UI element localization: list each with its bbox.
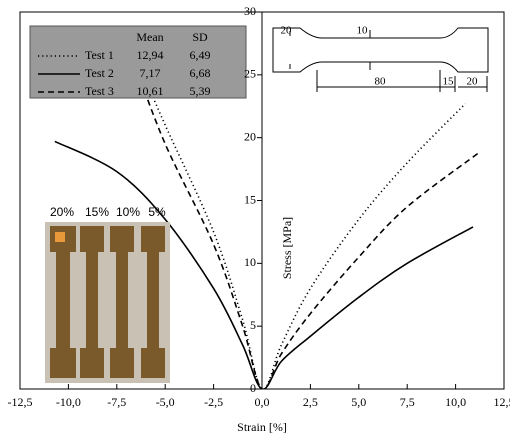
dimension: 80 <box>375 76 387 88</box>
legend-header: Mean <box>136 30 163 44</box>
y-tick-label: 30 <box>244 4 256 18</box>
dimension: 20 <box>281 25 293 37</box>
y-tick-label: 10 <box>244 255 256 269</box>
legend-header: SD <box>192 30 208 44</box>
x-tick-label: -12,5 <box>8 395 33 409</box>
photo-label: 10% <box>116 205 140 219</box>
legend-box <box>29 25 247 99</box>
x-tick-label: -2,5 <box>204 395 223 409</box>
x-axis-label: Strain [%] <box>237 420 287 434</box>
dimension: 10 <box>357 25 369 37</box>
y-tick-label: 5 <box>250 318 256 332</box>
y-tick-label: 15 <box>244 192 256 206</box>
legend-mean: 7,17 <box>140 66 161 80</box>
legend-label: Test 1 <box>85 48 114 62</box>
curve <box>54 140 474 389</box>
legend-mean: 10,61 <box>137 84 164 98</box>
y-tick-label: 25 <box>244 67 256 81</box>
x-tick-label: -10,0 <box>56 395 81 409</box>
legend-label: Test 3 <box>85 84 114 98</box>
x-tick-label: 12,5 <box>494 395 510 409</box>
x-tick-label: 10,0 <box>445 395 466 409</box>
x-tick-label: 0,0 <box>255 395 270 409</box>
legend-sd: 6,68 <box>190 66 211 80</box>
dimension: 15 <box>443 76 455 88</box>
x-tick-label: -5,0 <box>156 395 175 409</box>
x-tick-label: 7,5 <box>400 395 415 409</box>
legend-sd: 6,49 <box>190 48 211 62</box>
curve <box>133 61 480 389</box>
y-tick-label: 20 <box>244 129 256 143</box>
legend-label: Test 2 <box>85 66 114 80</box>
dimension: 20 <box>467 76 479 88</box>
legend-sd: 5,39 <box>190 84 211 98</box>
photo-label: 5% <box>148 205 166 219</box>
y-tick-label: 0 <box>250 381 256 395</box>
photo-label: 15% <box>85 205 109 219</box>
x-tick-label: -7,5 <box>107 395 126 409</box>
x-tick-label: 2,5 <box>303 395 318 409</box>
photo-label: 20% <box>50 205 74 219</box>
legend-mean: 12,94 <box>137 48 164 62</box>
curve <box>137 61 466 389</box>
specimen-drawing <box>272 27 489 92</box>
specimen-photo <box>45 222 170 383</box>
x-tick-label: 5,0 <box>351 395 366 409</box>
y-axis-label: Stress [MPa] <box>280 217 294 279</box>
